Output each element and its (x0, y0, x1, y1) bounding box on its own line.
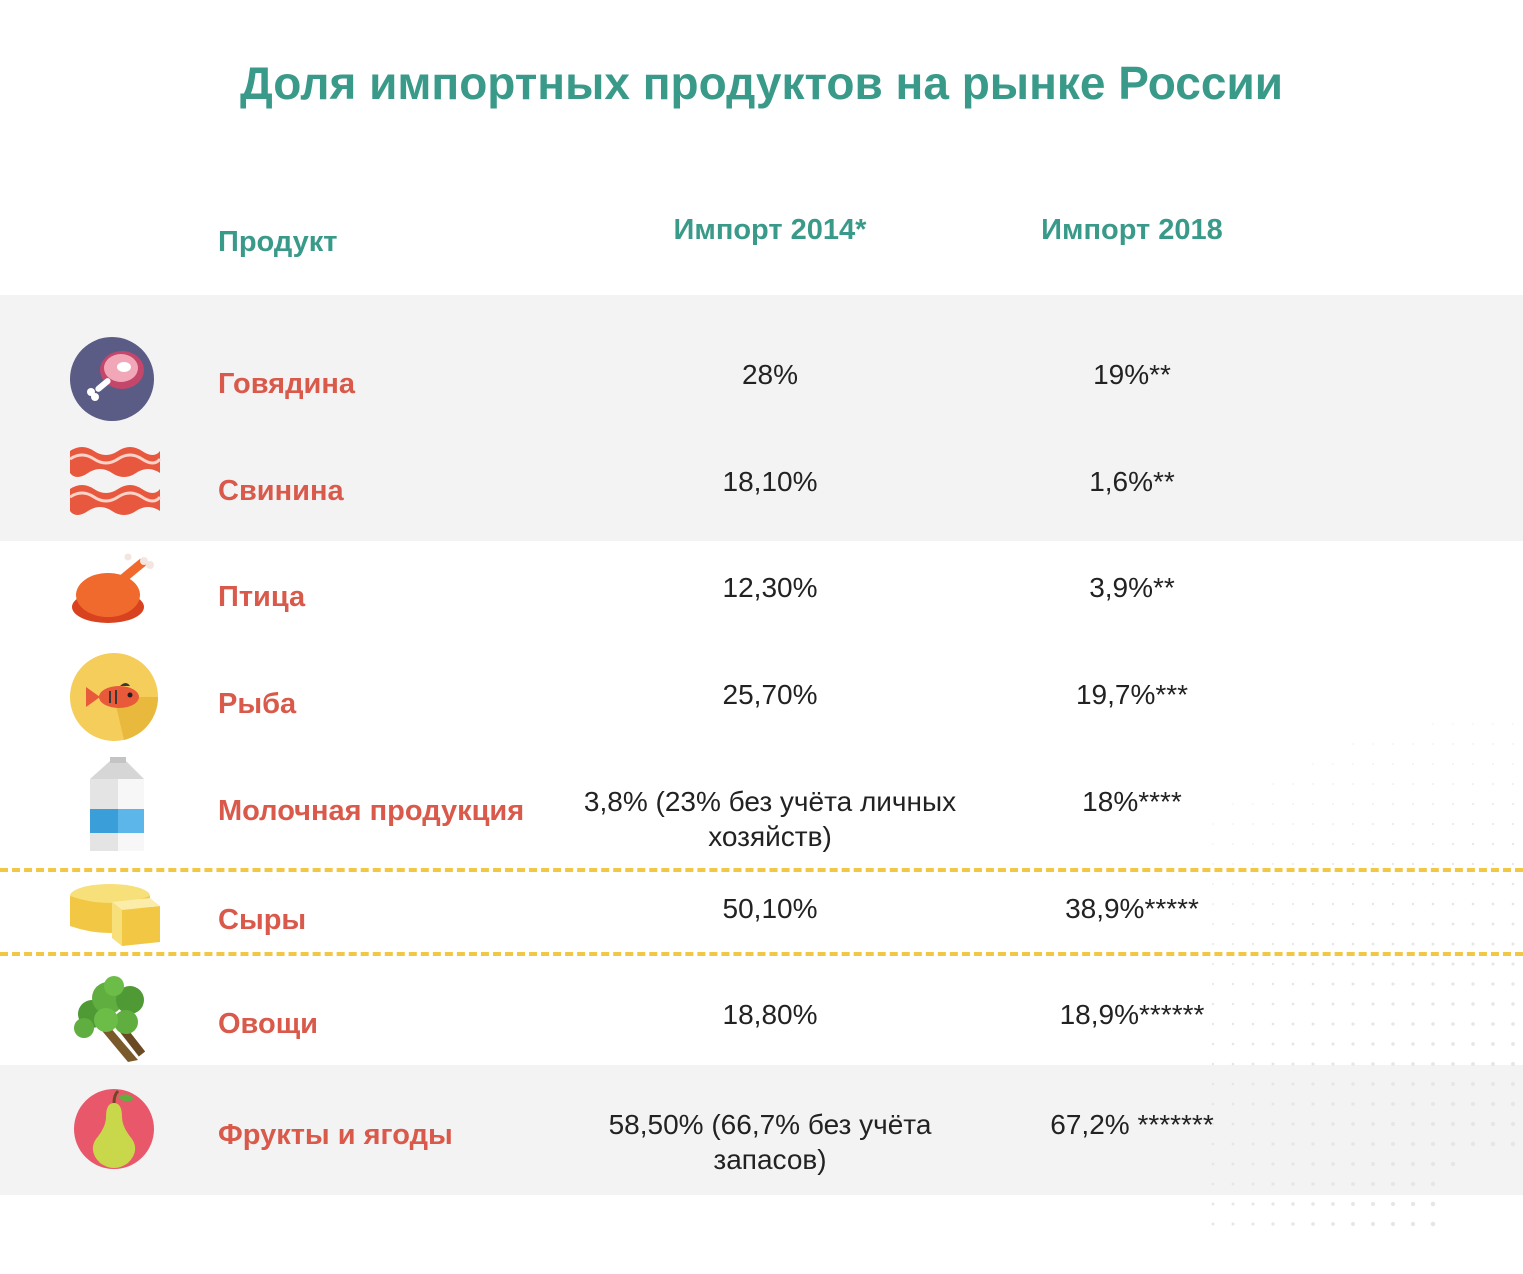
value-2014: 50,10% (722, 893, 818, 924)
chart-title: Доля импортных продуктов на рынке России (239, 57, 1284, 109)
value-2018: 18%**** (1082, 786, 1182, 817)
pear-icon (74, 1089, 154, 1169)
table-row: Говядина 28% 19%** (0, 330, 1523, 430)
value-2018: 3,9%** (1089, 572, 1175, 603)
table-row: Фрукты и ягоды 58,50% (66,7% без учёта з… (0, 1087, 1523, 1187)
value-2014: 28% (741, 359, 799, 390)
value-2014: 18,80% (722, 999, 818, 1030)
value-2018: 19,7%*** (1075, 679, 1189, 710)
row-band-bottom (0, 1065, 1523, 1195)
header-import-2014: Импорт 2014* (673, 214, 867, 246)
table-row: Рыба 25,70% 19,7%*** (0, 650, 1523, 750)
dot-pattern-decoration (1211, 723, 1516, 1227)
product-name: Молочная продукция (218, 795, 525, 827)
value-2018: 67,2% ******* (1050, 1109, 1214, 1140)
milk-carton-icon (90, 757, 144, 851)
row-band-top (0, 295, 1523, 541)
product-name: Овощи (218, 1008, 319, 1040)
product-name: Сыры (218, 904, 307, 936)
value-2014: 12,30% (722, 572, 818, 603)
value-2014: 58,50% (66,7% без учёта запасов) (608, 1109, 932, 1175)
product-name: Рыба (218, 688, 297, 720)
cheese-divider-bottom (0, 952, 1523, 956)
broccoli-icon (74, 976, 146, 1062)
product-name: Говядина (218, 368, 355, 400)
value-2014: 3,8% (23% без учёта личных хозяйств) (583, 786, 957, 852)
table-row: Овощи 18,80% 18,9%****** (0, 970, 1523, 1070)
product-name: Фрукты и ягоды (218, 1119, 453, 1151)
value-2018: 19%** (1093, 359, 1171, 390)
product-name: Свинина (218, 475, 344, 507)
header-import-2018: Импорт 2018 (1041, 214, 1223, 246)
roast-chicken-icon (72, 553, 154, 623)
value-2018: 1,6%** (1089, 466, 1175, 497)
value-2014: 18,10% (722, 466, 818, 497)
table-row: Свинина 18,10% 1,6%** (0, 437, 1523, 537)
value-2018: 38,9%***** (1065, 893, 1199, 924)
table-row: Птица 12,30% 3,9%** (0, 543, 1523, 643)
product-name: Птица (218, 581, 306, 613)
value-2014: 25,70% (722, 679, 818, 710)
ham-icon (70, 337, 154, 421)
table-row: Молочная продукция 3,8% (23% без учёта л… (0, 757, 1523, 857)
cheese-divider-top (0, 868, 1523, 872)
header-product: Продукт (218, 226, 338, 258)
cheese-icon (70, 884, 160, 946)
value-2018: 18,9%****** (1059, 999, 1205, 1030)
fish-icon (70, 653, 159, 741)
bacon-icon (69, 447, 162, 515)
table-row: Сыры 50,10% 38,9%***** (0, 874, 1523, 974)
